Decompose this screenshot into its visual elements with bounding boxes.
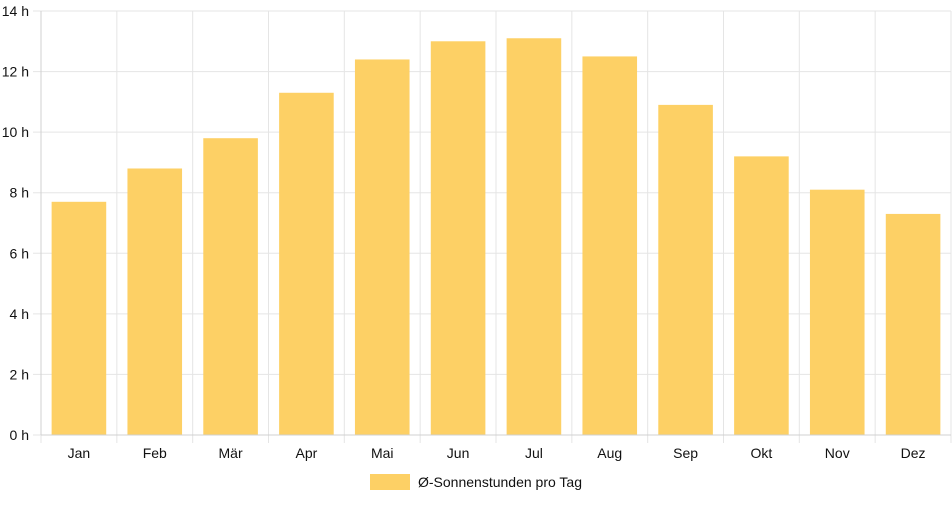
y-tick-label: 14 h	[2, 3, 29, 19]
legend-swatch[interactable]	[370, 474, 410, 490]
bar-sep[interactable]	[658, 104, 713, 435]
x-tick-label: Jul	[525, 445, 543, 461]
bar-nov[interactable]	[809, 189, 865, 435]
y-tick-label: 8 h	[10, 185, 29, 201]
legend[interactable]: Ø-Sonnenstunden pro Tag	[370, 474, 582, 490]
bar-aug[interactable]	[582, 56, 638, 436]
x-tick-label: Jun	[447, 445, 470, 461]
bar-mai[interactable]	[354, 59, 410, 435]
x-tick-label: Nov	[825, 445, 850, 461]
bar-jun[interactable]	[430, 41, 486, 436]
x-tick-label: Okt	[751, 445, 773, 461]
legend-label[interactable]: Ø-Sonnenstunden pro Tag	[418, 474, 582, 490]
y-tick-label: 6 h	[10, 245, 29, 261]
y-tick-label: 4 h	[10, 306, 29, 322]
bar-dez[interactable]	[885, 213, 941, 435]
bar-jan[interactable]	[51, 201, 107, 435]
y-tick-label: 2 h	[10, 366, 29, 382]
y-tick-label: 12 h	[2, 64, 29, 80]
bars	[51, 38, 941, 436]
x-tick-label: Mär	[219, 445, 243, 461]
x-tick-label: Apr	[296, 445, 318, 461]
axes: 0 h 2 h 4 h 6 h 8 h 10 h 12 h 14 h Jan Feb Mär Apr M…	[2, 3, 951, 461]
x-tick-label: Mai	[371, 445, 394, 461]
bar-okt[interactable]	[734, 156, 789, 435]
bar-mär[interactable]	[203, 138, 258, 435]
y-tick-label: 10 h	[2, 124, 29, 140]
x-tick-label: Dez	[901, 445, 926, 461]
x-tick-label: Aug	[597, 445, 622, 461]
x-tick-label: Sep	[673, 445, 698, 461]
x-tick-label: Jan	[68, 445, 91, 461]
x-tick-label: Feb	[143, 445, 167, 461]
bar-feb[interactable]	[127, 168, 183, 435]
y-tick-label: 0 h	[10, 427, 29, 443]
bar-jul[interactable]	[506, 38, 562, 435]
bar-apr[interactable]	[279, 92, 334, 436]
gridlines	[33, 10, 952, 443]
